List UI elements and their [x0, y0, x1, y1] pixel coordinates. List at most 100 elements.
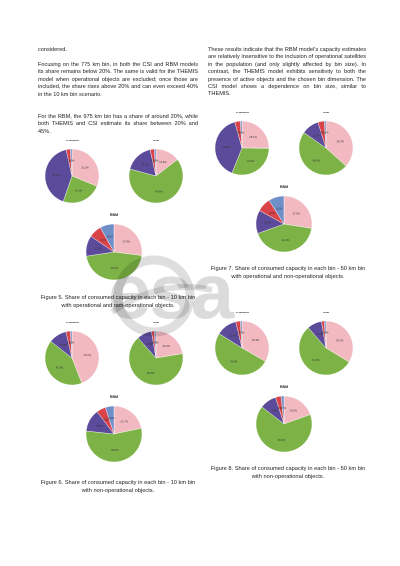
slice-value-label: 3.3%	[236, 131, 243, 135]
paragraph-975km: For the RBM, the 975 km bin has a share …	[38, 114, 198, 135]
pie-title: RBM	[280, 385, 288, 389]
slice-value-label: 1.0%	[323, 130, 330, 134]
figure-6: THEMIS 44.1% 41.5% 10.8% 2.6% 1.0% CSI 22.4% 66.…	[38, 320, 198, 472]
slice-value-label: 25.1%	[249, 135, 257, 139]
pie-slice	[324, 320, 327, 349]
figure-8: THEMIS 33.3% 50.6% 12.4% 2.7% 1.0% CSI 33.7% 54.…	[208, 310, 368, 462]
slice-value-label: 8.7%	[316, 332, 323, 336]
pie-slice	[268, 195, 285, 225]
slice-value-label: 33.3%	[252, 338, 260, 342]
slice-value-label: 55.0%	[111, 448, 119, 452]
slice-value-label: 2.6%	[67, 341, 74, 345]
caption-figure-5: Figure 5. Share of consumed capacity in …	[40, 295, 196, 309]
pie-slice	[105, 405, 115, 435]
pie-title: CSI	[323, 112, 329, 114]
slice-value-label: 41.2%	[53, 173, 61, 177]
pie-slice	[154, 148, 157, 177]
slice-value-label: 11.9%	[95, 246, 103, 250]
slice-value-label: 13.5%	[264, 221, 272, 225]
pie-title: RBM	[110, 395, 118, 399]
fig7-pies: THEMIS25.1%31.0%39.6%3.3%1.0%CSI36.7%48.…	[214, 110, 354, 253]
pie-slice	[154, 330, 157, 359]
pie-title: CSI	[323, 312, 329, 314]
pie-title: CSI	[153, 322, 159, 324]
slice-value-label: 1.7%	[151, 340, 158, 344]
pie-slice	[113, 405, 142, 435]
slice-value-label: 27.0%	[123, 239, 131, 243]
slice-value-label: 1.0%	[323, 330, 330, 334]
pie-csi: CSI 33.7% 54.9% 8.7%1.7%1.0%	[298, 310, 354, 376]
figure-7: THEMIS 25.1% 31.0% 39.6% 3.3% 1.0% CSI 36.7% 48.…	[208, 110, 368, 262]
slice-value-label: 48.0%	[313, 158, 321, 162]
slice-value-label: 1.0%	[69, 158, 76, 162]
slice-value-label: 9.0%	[277, 206, 284, 210]
slice-value-label: 31.2%	[81, 165, 89, 169]
pie-slice	[62, 175, 98, 204]
fig6-pies: THEMIS44.1%41.5%10.8%2.6%1.0%CSI22.4%66.…	[44, 320, 184, 463]
slice-value-label: 33.7%	[336, 338, 344, 342]
slice-value-label: 36.7%	[337, 140, 345, 144]
slice-value-label: 19.5%	[290, 409, 298, 413]
fig8-pies: THEMIS 33.3% 50.6% 12.4%2.7% 1.0% CSI 33.7% 54.…	[214, 310, 354, 453]
pie-title: THEMIS	[235, 312, 249, 314]
slice-value-label: 1.7%	[280, 406, 287, 410]
slice-value-label: 39.6%	[223, 145, 231, 149]
slice-value-label: 66.0%	[278, 438, 286, 442]
slice-value-label: 1.0%	[69, 340, 76, 344]
slice-value-label: 64.6%	[155, 189, 163, 193]
slice-value-label: 3.8%	[320, 131, 327, 135]
slice-value-label: 1.0%	[153, 340, 160, 344]
pie-title: RBM	[280, 185, 288, 189]
pie-csi: CSI 22.4% 66.0% 8.9% 1.7%1.0%	[128, 320, 184, 386]
pie-slice	[128, 159, 184, 204]
pie-slice	[241, 120, 270, 149]
slice-value-label: 22.4%	[162, 344, 170, 348]
pie-themis: THEMIS 44.1% 41.5% 10.8%2.6%1.0%	[44, 320, 100, 386]
pie-title: THEMIS	[65, 322, 79, 324]
slice-value-label: 5.3%	[104, 418, 111, 422]
pie-slice	[128, 337, 184, 386]
slice-value-label: 66.0%	[147, 371, 155, 375]
pie-slice	[70, 330, 73, 359]
pie-slice	[324, 120, 327, 149]
slice-value-label: 8.1%	[107, 234, 114, 238]
fig5-pies: THEMIS31.2%24.1%41.2%2.5%1.0%CSI14.6%64.…	[44, 138, 184, 281]
slice-value-label: 8.0%	[269, 211, 276, 215]
slice-value-label: 5.0%	[108, 416, 115, 420]
slice-value-label: 14.6%	[159, 160, 167, 164]
slice-value-label: 17.3%	[141, 163, 149, 167]
paragraph-considered: considered.	[38, 47, 67, 53]
slice-value-label: 3.2%	[278, 406, 285, 410]
slice-value-label: 2.7%	[237, 331, 244, 335]
pie-slice	[44, 149, 73, 202]
pie-title: THEMIS	[65, 140, 79, 142]
pie-rbm: RBM 19.5% 66.0% 9.6%3.2%1.7%	[255, 385, 313, 453]
pie-slice	[240, 320, 243, 349]
figure-5: THEMIS 31.2% 24.1% 41.2% 2.5% 1.0% CSI 14.6% 64.…	[38, 138, 198, 290]
slice-value-label: 12.4%	[229, 333, 237, 337]
pie-slice	[325, 320, 354, 363]
pie-slice	[214, 333, 266, 376]
slice-value-label: 10.8%	[60, 343, 68, 347]
slice-value-label: 41.5%	[56, 365, 64, 369]
pie-slice	[255, 406, 313, 453]
slice-value-label: 54.9%	[312, 358, 320, 362]
slice-value-label: 9.6%	[272, 409, 279, 413]
pie-title: RBM	[110, 213, 118, 217]
slice-value-label: 50.6%	[230, 359, 238, 363]
pie-title: THEMIS	[235, 112, 249, 114]
slice-value-label: 24.1%	[75, 188, 83, 192]
slice-value-label: 45.6%	[111, 266, 119, 270]
pie-slice	[70, 148, 73, 177]
pie-slice	[100, 223, 115, 253]
pie-slice	[257, 223, 312, 253]
pie-title: CSI	[153, 140, 159, 142]
slice-value-label: 1.7%	[321, 330, 328, 334]
paragraph-results: These results indicate that the RBM mode…	[208, 47, 366, 98]
slice-value-label: 1.0%	[239, 130, 246, 134]
pie-slice	[325, 120, 354, 167]
esa-watermark-text: esa	[108, 247, 234, 335]
pie-slice	[298, 132, 347, 176]
pie-csi: CSI 36.7% 48.0% 10.5%3.8%1.0%	[298, 110, 354, 176]
